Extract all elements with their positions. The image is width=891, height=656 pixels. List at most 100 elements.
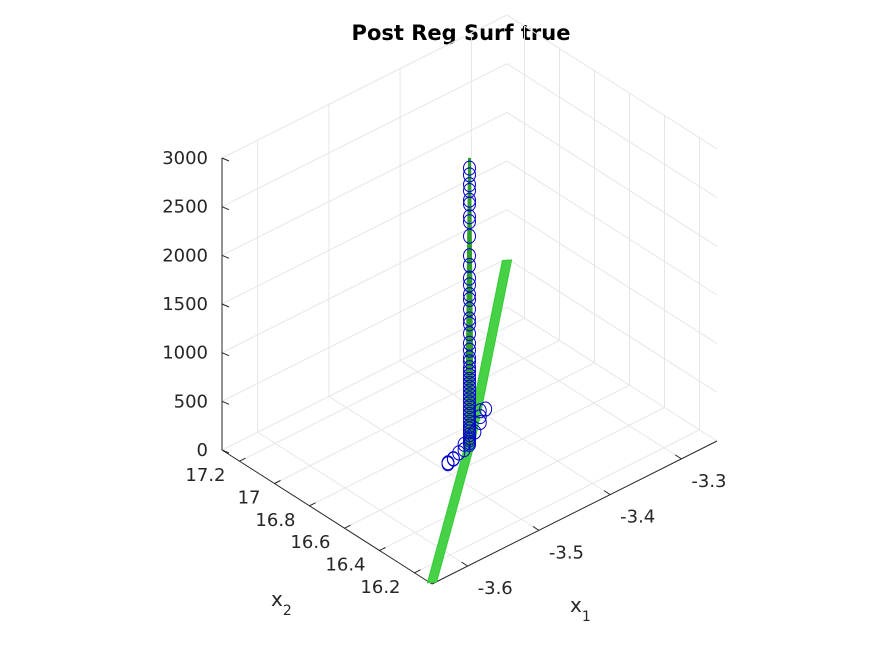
data-point-marker [463, 364, 476, 380]
data-point-marker [463, 257, 476, 273]
data-point-marker [441, 456, 455, 472]
floor-grid-line-x2 [379, 407, 665, 551]
x2-tick-mark [414, 569, 421, 574]
data-point-marker [473, 409, 487, 425]
x1-tick-mark [532, 525, 540, 531]
back-wall-grid-line-z [221, 111, 508, 256]
data-point-marker [463, 326, 476, 342]
right-wall-grid-line-z [506, 63, 718, 199]
data-point-marker [463, 402, 476, 418]
data-point-marker [463, 342, 476, 358]
data-point-marker [463, 177, 476, 193]
data-point-marker [463, 375, 476, 391]
right-wall-grid-line-z [506, 209, 718, 345]
x2-tick-mark [344, 524, 351, 529]
floor-grid-line-x2 [239, 317, 525, 462]
z-tick-label: 2500 [162, 197, 208, 218]
x-tick-labels: -3.6 -3.5 -3.4 -3.3 [478, 471, 727, 599]
data-point-marker [463, 248, 476, 264]
x1-tick-label: -3.3 [691, 471, 726, 492]
data-point-marker [463, 270, 476, 286]
x1-tick-mark [603, 490, 611, 496]
x1-tick-label: -3.4 [620, 507, 655, 528]
data-point-marker [463, 209, 476, 225]
back-wall-grid-line-z [221, 257, 508, 402]
x2-tick-label: 16.2 [360, 577, 400, 598]
x2-tick-label: 16.6 [290, 532, 330, 553]
data-point-marker [463, 316, 476, 332]
x2-axis-line [221, 449, 433, 585]
y-tick-labels: 16.216.416.616.817 17.2 [185, 465, 400, 598]
floor-grid-line-x2 [309, 362, 595, 507]
data-point-marker [463, 277, 476, 293]
data-point-marker [463, 192, 476, 208]
grid-lines [221, 14, 718, 574]
data-point-marker [473, 403, 487, 419]
data-point-marker [463, 383, 476, 399]
data-point-marker [463, 335, 476, 351]
z-tick-mark [221, 449, 230, 454]
z-tick-mark [221, 206, 230, 211]
axis-lines [221, 157, 718, 585]
data-point-marker [463, 160, 476, 176]
back-wall-grid-line-z [221, 306, 508, 451]
data-point-marker [463, 395, 476, 411]
x2-tick-mark [309, 502, 316, 507]
x1-tick-label: -3.6 [478, 578, 513, 599]
x2-tick-mark [379, 547, 386, 551]
data-point-marker [463, 387, 476, 403]
data-point-marker [463, 287, 476, 303]
right-wall-grid-line-z [506, 257, 718, 393]
data-point-marker [463, 301, 476, 317]
right-wall-grid-line-z [506, 111, 718, 247]
x1-tick-label: -3.5 [549, 542, 584, 563]
data-point-marker [463, 292, 476, 307]
back-wall-grid-line-z [221, 209, 508, 354]
chart-title: Post Reg Surf true [352, 21, 571, 45]
x2-tick-label: 16.4 [325, 555, 365, 576]
floor-grid-line-x1 [257, 431, 468, 567]
data-point-marker [463, 311, 476, 327]
x2-tick-label: 17 [238, 488, 261, 509]
z-tick-mark [221, 254, 230, 259]
right-wall-grid-line-z [506, 14, 718, 150]
data-point-marker [463, 167, 476, 183]
floor-grid-line-x1 [471, 324, 682, 460]
x1-tick-mark [461, 561, 468, 567]
back-wall-grid-line-z [221, 14, 508, 159]
data-point-marker [468, 424, 482, 440]
data-point-marker [463, 360, 476, 376]
z-tick-mark [221, 157, 230, 162]
x2-tick-label: 16.8 [255, 510, 295, 531]
floor-grid-line-x2 [414, 429, 700, 574]
z-tick-mark [221, 303, 230, 308]
z-tick-label: 0 [197, 440, 208, 461]
data-point-marker [479, 401, 493, 417]
right-wall-grid-line-z [506, 306, 718, 442]
x2-tick-mark [274, 480, 281, 484]
data-point-marker [463, 391, 476, 407]
z-tick-label: 2000 [162, 245, 208, 266]
back-wall-grid-line-z [221, 160, 508, 305]
data-point-marker [463, 228, 476, 244]
x1-axis-line [431, 440, 718, 585]
floor-grid-line-x2 [344, 384, 630, 529]
z-tick-mark [221, 400, 230, 405]
data-point-marker [463, 379, 476, 395]
y-axis-label: x2 [271, 587, 292, 619]
floor-grid-line-x1 [328, 395, 540, 531]
data-point-marker [463, 371, 476, 387]
z-tick-label: 1000 [162, 343, 208, 364]
z-tick-mark [221, 352, 230, 357]
x-axis-label: x1 [570, 593, 591, 625]
floor-grid-line-x2 [274, 340, 560, 484]
scatter-markers [441, 160, 493, 472]
back-wall-grid-line-z [221, 63, 508, 208]
data-point-marker [457, 442, 471, 458]
z-tick-label: 3000 [162, 148, 208, 169]
floor-grid-line-x1 [399, 360, 611, 496]
x2-tick-mark [239, 457, 246, 462]
data-point-marker [463, 214, 476, 230]
surface-sheet [426, 259, 513, 584]
